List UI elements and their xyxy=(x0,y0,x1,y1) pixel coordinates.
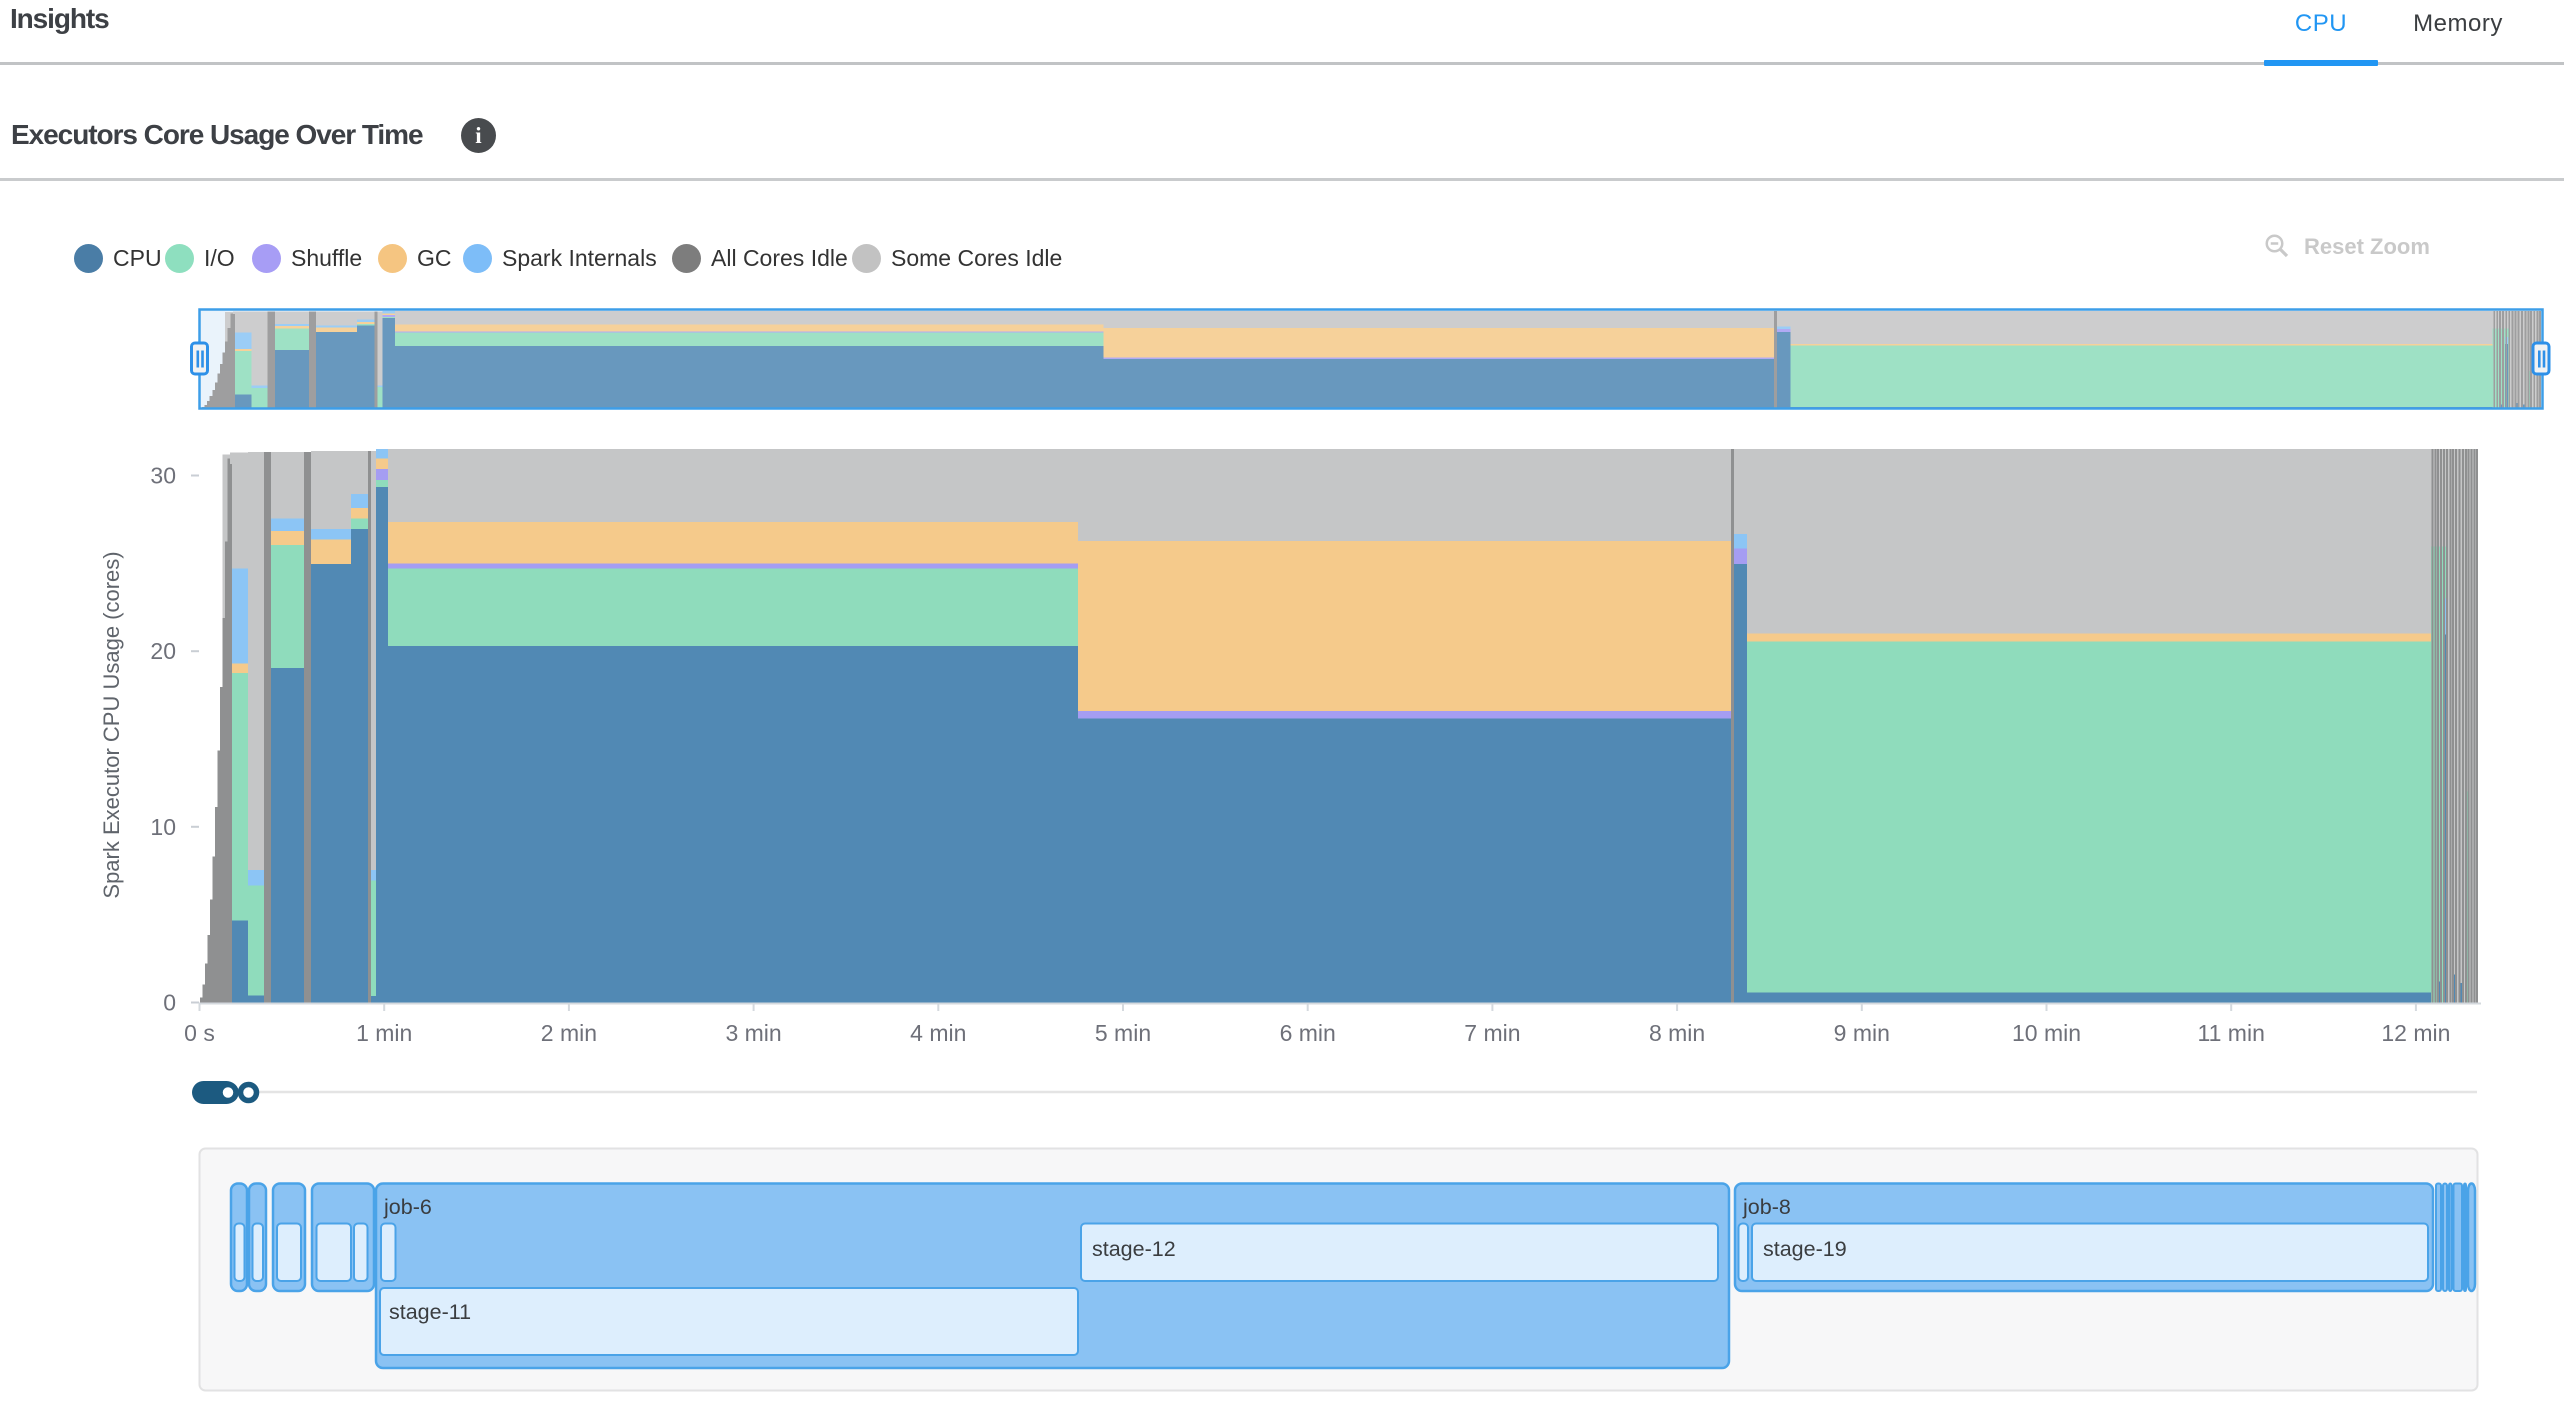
svg-text:9 min: 9 min xyxy=(1834,1020,1890,1046)
svg-text:30: 30 xyxy=(150,463,176,489)
svg-text:0: 0 xyxy=(163,990,176,1016)
svg-text:6 min: 6 min xyxy=(1280,1020,1336,1046)
svg-text:7 min: 7 min xyxy=(1464,1020,1520,1046)
svg-text:job-6: job-6 xyxy=(383,1195,432,1219)
svg-text:0 s: 0 s xyxy=(184,1020,215,1046)
svg-text:10 min: 10 min xyxy=(2012,1020,2081,1046)
svg-text:1 min: 1 min xyxy=(356,1020,412,1046)
svg-text:job-8: job-8 xyxy=(1742,1195,1791,1219)
svg-text:stage-12: stage-12 xyxy=(1092,1237,1176,1261)
svg-text:3 min: 3 min xyxy=(725,1020,781,1046)
svg-text:8 min: 8 min xyxy=(1649,1020,1705,1046)
svg-text:12 min: 12 min xyxy=(2381,1020,2450,1046)
svg-text:stage-19: stage-19 xyxy=(1763,1237,1847,1261)
svg-text:2 min: 2 min xyxy=(541,1020,597,1046)
svg-text:10: 10 xyxy=(150,814,176,840)
svg-text:11 min: 11 min xyxy=(2198,1020,2265,1046)
svg-text:5 min: 5 min xyxy=(1095,1020,1151,1046)
svg-text:stage-11: stage-11 xyxy=(389,1300,471,1324)
svg-text:4 min: 4 min xyxy=(910,1020,966,1046)
svg-text:20: 20 xyxy=(150,638,176,664)
svg-text:Spark Executor CPU Usage (core: Spark Executor CPU Usage (cores) xyxy=(99,551,124,898)
